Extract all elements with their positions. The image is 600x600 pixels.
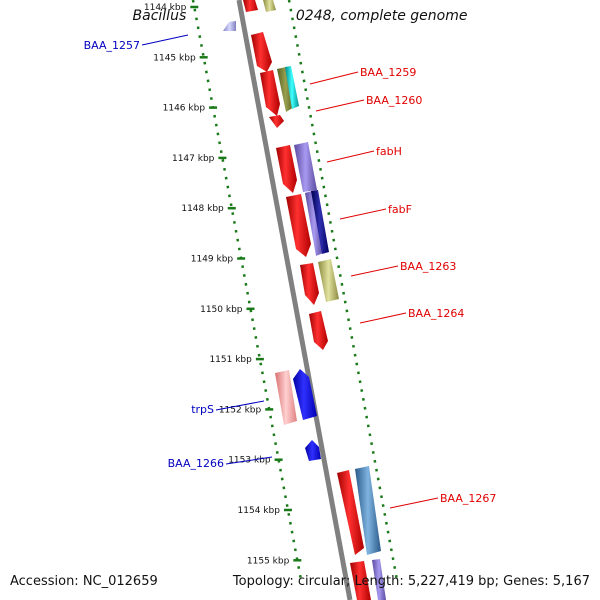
gene-label-baa-1266-leader-line	[225, 456, 273, 465]
gene-label-trps[interactable]: trpS	[191, 403, 214, 416]
gene-feature-fabF-purple[interactable]	[305, 191, 323, 256]
kbp-tick-label: 1154 kbp	[238, 506, 281, 516]
gene-label-baa-1259[interactable]: BAA_1259	[360, 66, 416, 79]
kbp-tick-label: 1151 kbp	[209, 355, 252, 365]
gene-labels: BAA_1259 BAA_1260 fabH fabF BAA_1263 BAA_1264…	[84, 34, 496, 509]
kbp-tick-label: 1155 kbp	[247, 556, 290, 566]
gene-feature-baa-1258[interactable]	[251, 32, 272, 72]
gene-label-baa-1257[interactable]: BAA_1257	[84, 39, 140, 52]
gene-feature-baa-1263[interactable]	[318, 259, 339, 302]
kbp-tick-label: 1148 kbp	[181, 204, 224, 214]
gene-feature-bottom-navy[interactable]	[372, 559, 386, 600]
gene-feature-top-red[interactable]	[243, 0, 258, 12]
gene-feature-baa-1259[interactable]	[277, 67, 294, 112]
gene-feature-baa-1260[interactable]	[285, 66, 299, 109]
gene-label-fabh-leader-line	[326, 150, 375, 163]
gene-feature-fabF[interactable]	[311, 190, 329, 254]
gene-feature-trpS[interactable]	[293, 369, 317, 420]
gene-label-baa-1263[interactable]: BAA_1263	[400, 260, 456, 273]
kbp-tick-label: 1144 kbp	[144, 3, 187, 13]
gene-label-baa-1267[interactable]: BAA_1267	[440, 492, 496, 505]
gene-feature-baa-1257[interactable]	[223, 21, 236, 31]
gene-label-baa-1264-leader-line	[359, 312, 407, 324]
genome-backbone	[236, 0, 353, 600]
gene-feature-baa-1267[interactable]	[355, 466, 381, 555]
gene-feature-baa-1266[interactable]	[305, 440, 321, 461]
gene-feature-baa-1267-red[interactable]	[337, 470, 364, 555]
kbp-tick-label: 1152 kbp	[219, 405, 262, 415]
gene-feature-baa-1260-small[interactable]	[269, 115, 284, 128]
gene-label-trps-leader-line	[215, 400, 265, 411]
gene-label-baa-1257-leader-line	[141, 34, 189, 46]
gene-label-baa-1266[interactable]: BAA_1266	[168, 457, 224, 470]
gene-label-baa-1267-leader-line	[389, 497, 439, 509]
accession-text: Accession: NC_012659	[10, 574, 158, 589]
gene-feature-fabF-red[interactable]	[286, 194, 311, 257]
gene-feature-fabH[interactable]	[294, 142, 317, 192]
gene-label-baa-1260[interactable]: BAA_1260	[366, 94, 422, 107]
kbp-tick-label: 1145 kbp	[153, 53, 196, 63]
gene-feature-trpS-pseudo[interactable]	[275, 370, 297, 425]
gene-label-baa-1259-leader-line	[309, 71, 359, 85]
kbp-tick-label: 1146 kbp	[163, 104, 206, 114]
topology-text: Topology: circular; Length: 5,227,419 bp…	[232, 574, 590, 589]
gene-feature-fabH-red[interactable]	[276, 145, 297, 193]
gene-label-baa-1260-leader-line	[315, 99, 365, 112]
gene-feature-baa-1259-red[interactable]	[260, 70, 280, 116]
kbp-tick-label: 1149 kbp	[191, 255, 234, 265]
gene-feature-bottom-red[interactable]	[350, 561, 371, 600]
gene-label-baa-1263-leader-line	[350, 265, 399, 277]
kbp-tick-label: 1150 kbp	[200, 305, 243, 315]
gene-feature-baa-1263-red[interactable]	[300, 263, 319, 305]
gene-label-baa-1264[interactable]: BAA_1264	[408, 307, 464, 320]
kbp-tick-label: 1147 kbp	[172, 154, 215, 164]
gene-feature-top-olive[interactable]	[263, 0, 276, 12]
gene-label-fabf[interactable]: fabF	[388, 203, 412, 216]
gene-label-fabh[interactable]: fabH	[376, 145, 402, 158]
gene-label-fabf-leader-line	[339, 208, 387, 220]
gene-feature-baa-1264[interactable]	[309, 311, 328, 350]
